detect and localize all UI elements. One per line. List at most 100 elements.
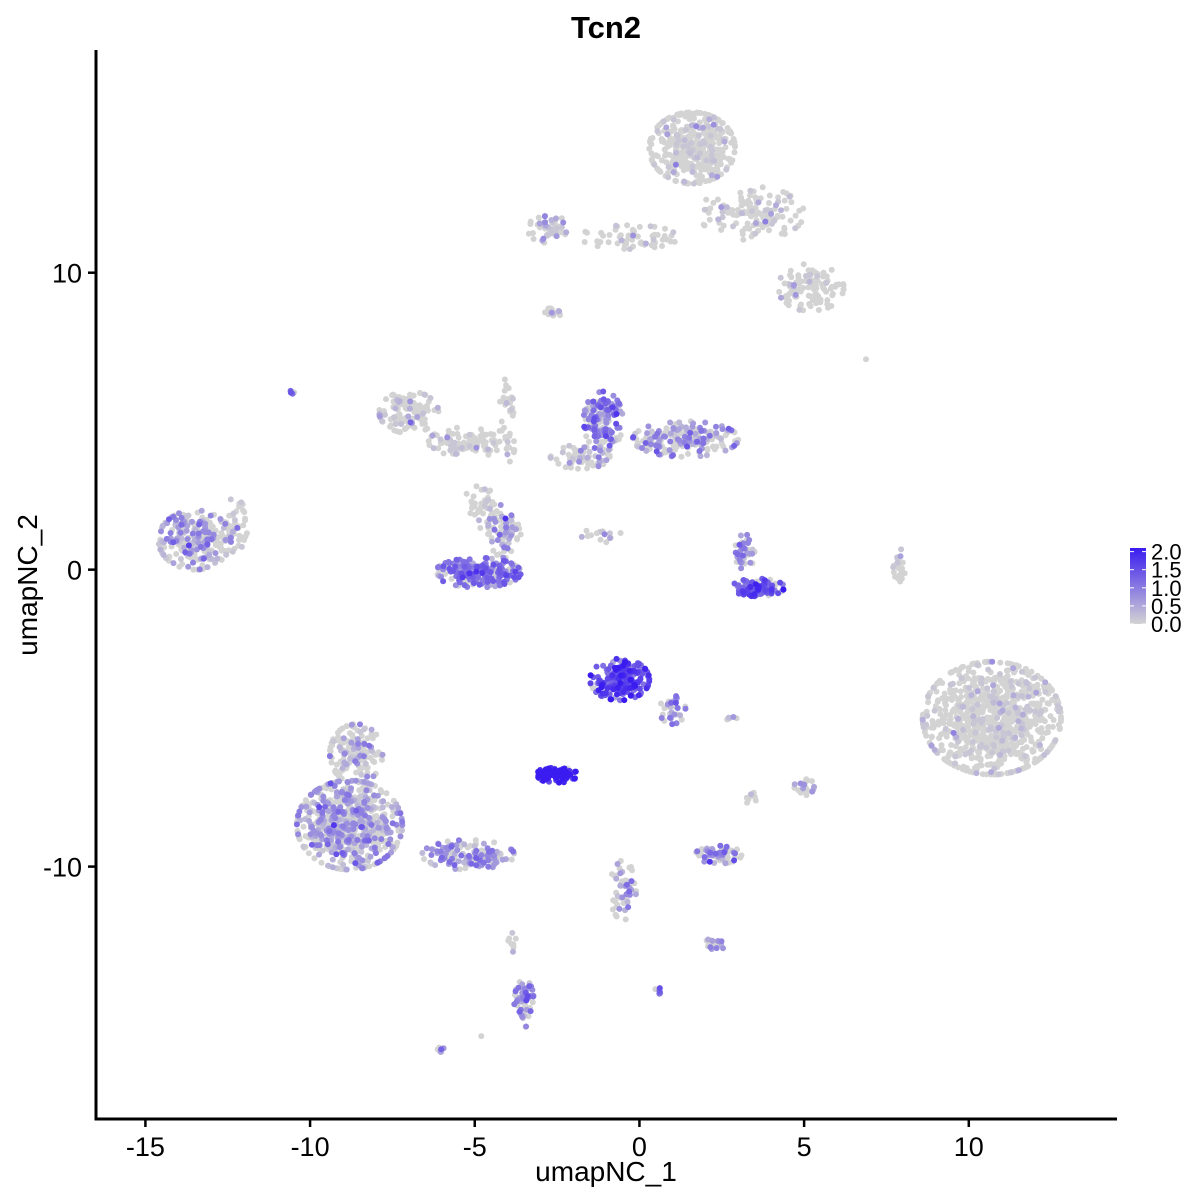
cell-point <box>659 138 665 145</box>
cell-point <box>754 210 761 217</box>
cell-point <box>725 714 732 721</box>
cell-point <box>740 545 747 552</box>
cell-point <box>677 712 684 719</box>
cell-point <box>463 490 470 497</box>
cell-point <box>183 513 190 520</box>
cell-point <box>643 447 650 454</box>
cell-point <box>603 539 610 546</box>
cell-point <box>761 577 768 584</box>
cell-point <box>745 796 752 803</box>
cell-point <box>670 169 677 176</box>
cell-point <box>974 701 981 708</box>
cell-point <box>701 854 708 860</box>
cell-point <box>707 944 714 951</box>
cell-point <box>481 486 488 493</box>
cell-point <box>320 797 327 804</box>
cell-point <box>803 776 810 783</box>
cell-point <box>737 854 744 861</box>
cell-point <box>173 551 180 557</box>
cell-point <box>688 114 695 121</box>
cell-point <box>616 400 622 407</box>
cell-point <box>617 697 623 704</box>
cell-point <box>1015 680 1022 687</box>
cell-point <box>558 224 565 231</box>
cell-point <box>595 463 602 470</box>
cell-point <box>731 143 738 150</box>
cell-point <box>988 677 995 684</box>
cell-point <box>749 208 755 215</box>
cell-point <box>711 157 718 164</box>
cell-point <box>526 983 533 990</box>
cell-point <box>597 404 604 411</box>
cell-point <box>427 395 434 401</box>
cell-point <box>798 219 805 226</box>
cell-point <box>989 715 996 722</box>
cell-point <box>389 813 396 820</box>
cell-point <box>577 447 584 454</box>
cell-point <box>584 454 591 461</box>
cell-point <box>662 225 668 232</box>
cell-point <box>731 149 738 156</box>
legend-tick-label: 1.5 <box>1151 558 1182 583</box>
cell-point <box>287 389 294 396</box>
cell-point <box>890 564 897 571</box>
cell-point <box>638 239 645 246</box>
cell-point <box>971 675 978 682</box>
cell-point <box>488 555 495 562</box>
cell-point <box>364 804 371 811</box>
cell-point <box>420 404 427 411</box>
cell-point <box>791 282 797 288</box>
cell-point <box>614 861 621 867</box>
cell-point <box>609 906 616 913</box>
cell-point <box>609 404 616 411</box>
cell-point <box>319 809 326 816</box>
cell-point <box>512 988 519 995</box>
cell-point <box>480 840 487 847</box>
cell-point <box>387 836 394 843</box>
cell-point <box>1052 737 1059 744</box>
x-tick-label: 5 <box>797 1132 812 1162</box>
cell-point <box>617 530 624 536</box>
cell-point <box>340 861 347 868</box>
cell-point <box>496 531 503 538</box>
cell-point <box>581 239 588 245</box>
cell-point <box>634 233 641 240</box>
cell-point <box>997 659 1004 666</box>
cell-point <box>444 838 451 845</box>
cell-point <box>1005 723 1012 730</box>
cell-point <box>234 524 241 531</box>
cell-point <box>803 792 810 799</box>
cell-point <box>788 274 795 281</box>
cell-point <box>453 842 460 849</box>
cell-point <box>545 305 552 312</box>
cell-point <box>734 551 741 558</box>
cell-point <box>548 309 555 316</box>
cell-point <box>777 579 784 586</box>
cell-point <box>701 206 708 213</box>
cell-point <box>813 300 820 307</box>
cell-point <box>740 236 747 243</box>
cell-point <box>489 864 496 871</box>
cell-point <box>747 559 754 566</box>
cell-point <box>965 749 972 756</box>
cell-point <box>942 707 949 714</box>
cell-point <box>388 422 394 429</box>
cell-point <box>1036 742 1043 748</box>
cell-point <box>500 557 507 564</box>
cell-point <box>737 189 744 196</box>
cell-point <box>473 855 480 861</box>
cell-point <box>692 430 699 437</box>
cell-point <box>606 530 613 537</box>
cell-point <box>686 434 693 441</box>
cell-point <box>182 549 189 556</box>
cell-point <box>227 496 234 503</box>
cell-point <box>718 440 725 447</box>
cell-point <box>696 119 703 126</box>
cell-point <box>204 564 211 571</box>
cell-point <box>923 732 930 739</box>
legend-tick-label: 2.0 <box>1151 540 1182 565</box>
cell-point <box>506 433 513 440</box>
cell-point <box>1024 731 1031 738</box>
cell-point <box>355 745 362 751</box>
cell-point <box>553 215 559 222</box>
